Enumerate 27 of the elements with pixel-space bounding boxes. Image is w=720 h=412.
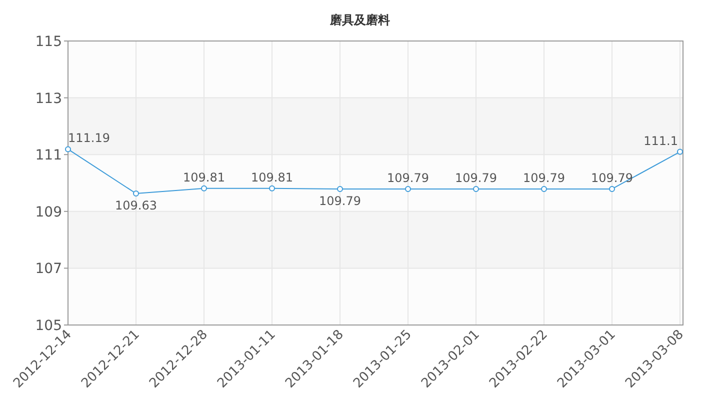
point [405,186,411,192]
y-tick-label: 105 [35,318,62,334]
point [541,186,547,192]
y-tick-label: 115 [35,34,62,50]
data-label: 109.79 [319,194,361,208]
data-label: 111.1 [644,134,678,148]
y-tick-label: 107 [35,261,62,278]
point [269,185,275,192]
data-label: 109.81 [251,170,293,184]
data-label: 109.81 [183,170,225,184]
y-tick-label: 111 [35,148,62,164]
data-label: 109.79 [455,170,497,185]
y-tick-label: 109 [35,204,62,220]
data-label: 109.79 [591,170,633,185]
data-label: 111.19 [68,131,110,146]
point [65,146,71,152]
data-label: 109.63 [115,198,157,213]
point [133,190,139,197]
y-tick-label: 113 [35,90,62,107]
point [609,186,615,192]
point [201,185,207,192]
point [337,186,343,192]
point [473,186,479,192]
data-label: 109.79 [387,170,429,185]
chart-title: 磨具及磨料 [329,13,390,27]
data-label: 109.79 [523,170,565,185]
point [677,148,683,155]
